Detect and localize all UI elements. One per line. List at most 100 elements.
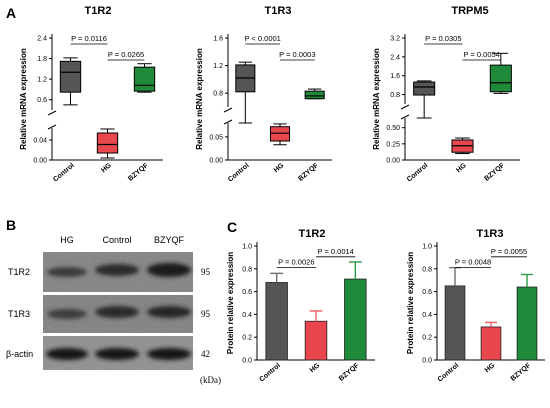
kda-t1r2: 95: [201, 267, 211, 277]
chart-t1r2-protein: T1R2 0.0 0.2 0.4 0.6 0.8 1.0 Protein relative e…: [226, 228, 375, 384]
band-actin-bzyqf: [147, 348, 191, 360]
y-axis-label: Relative mRNA expression: [372, 48, 381, 150]
band-t1r3-control: [95, 306, 139, 318]
x-tick-label: Control: [258, 362, 282, 383]
box-hg: [96, 132, 119, 154]
y-axis-label: Relative mRNA expression: [195, 48, 204, 150]
box-hg: [269, 126, 291, 142]
y-tick-label: 0.50: [386, 125, 400, 132]
y-tick-label: 1.8: [37, 56, 47, 63]
bar-bzyqf: [516, 286, 538, 361]
row-label-actin: β-actin: [6, 349, 33, 359]
chart-t1r3-protein: T1R3 0.0 0.2 0.4 0.6 0.8 1.0 Protein relative e…: [406, 228, 545, 384]
axis-break-mark: [47, 110, 57, 116]
y-tick-label: 1.6: [390, 73, 400, 80]
lane-label-bzyqf: BZYQF: [154, 235, 185, 245]
kda-t1r3: 95: [201, 309, 211, 319]
chart-title: TRPM5: [451, 5, 488, 17]
axis-break-mark: [400, 104, 410, 110]
kda-unit: (kDa): [200, 375, 221, 385]
chart-trpm5-mrna: TRPM5 3.2 2.4 1.6 0.8 0.50 0.25 0.00 Relative mR…: [372, 5, 520, 184]
p-value-label: P = 0.0048: [455, 258, 491, 267]
p-value-label: P = 0.0305: [425, 34, 461, 43]
chart-t1r2-mrna: T1R2 2.4 1.8 1.2 0.6 0.04 0.00 Relative mRNA ex…: [19, 5, 163, 184]
lane-label-hg: HG: [60, 235, 74, 245]
y-tick-label: 0.00: [33, 158, 47, 165]
y-tick-label: 1.2: [213, 63, 223, 70]
y-tick-label: 0.2: [242, 335, 252, 342]
y-tick-label: 0.00: [386, 158, 400, 165]
y-tick-label: 0.2: [422, 335, 432, 342]
y-tick-label: 0.8: [242, 266, 252, 273]
box-control: [413, 81, 436, 96]
p-value-label: P = 0.0054: [463, 50, 499, 59]
y-tick-label: 0.8: [390, 92, 400, 99]
y-tick-label: 0.25: [386, 141, 400, 148]
bar-bzyqf: [344, 278, 367, 361]
chart-title: T1R2: [85, 5, 112, 17]
p-value-label: P = 0.0014: [317, 247, 353, 256]
x-tick-label: BZYQF: [127, 162, 150, 183]
box-bzyqf: [304, 90, 325, 100]
box-control: [59, 60, 82, 93]
y-tick-label: 2.4: [37, 36, 47, 43]
bar-hg: [480, 326, 502, 361]
y-tick-label: 0.4: [242, 312, 252, 319]
p-value-label: P = 0.0055: [491, 247, 527, 256]
y-tick-label: 0.8: [422, 266, 432, 273]
y-tick-label: 0.0: [422, 358, 432, 365]
p-value-label: P = 0.0003: [279, 50, 315, 59]
y-axis-label: Protein relative expression: [406, 252, 415, 354]
kda-actin: 42: [201, 349, 210, 359]
x-tick-label: Control: [227, 162, 251, 183]
x-tick-label: HG: [455, 162, 468, 174]
y-tick-label: 0.6: [422, 289, 432, 296]
panel-letter-c: C: [227, 219, 237, 235]
chart-title: T1R2: [299, 228, 326, 240]
x-tick-label: HG: [100, 162, 113, 174]
x-tick-label: HG: [273, 162, 286, 174]
y-tick-label: 2.4: [390, 54, 400, 61]
axis-break-mark: [223, 119, 233, 125]
y-tick-label: 1.0: [422, 244, 432, 251]
y-tick-label: 0.04: [33, 138, 47, 145]
axis-break-mark: [400, 114, 410, 120]
y-tick-label: 0.8: [213, 91, 223, 98]
chart-title: T1R3: [477, 228, 504, 240]
band-actin-hg: [46, 348, 88, 360]
y-tick-label: 1.0: [242, 244, 252, 251]
box-bzyqf: [133, 66, 156, 92]
band-actin-control: [95, 348, 139, 360]
panel-letter-a: A: [6, 5, 16, 21]
chart-title: T1R3: [265, 5, 292, 17]
y-tick-label: 0.00: [209, 158, 223, 165]
y-tick-label: 1.6: [213, 36, 223, 43]
x-tick-label: HG: [484, 362, 497, 374]
x-tick-label: HG: [309, 362, 322, 374]
x-tick-label: BZYQF: [483, 162, 506, 183]
x-tick-label: BZYQF: [297, 162, 320, 183]
y-tick-label: 1.2: [37, 77, 47, 84]
p-value-label: P < 0.0001: [244, 34, 280, 43]
p-value-label: P = 0.0265: [108, 50, 144, 59]
row-label-t1r2: T1R2: [8, 267, 30, 277]
panel-letter-b: B: [6, 217, 16, 233]
x-tick-label: Control: [52, 162, 76, 183]
x-tick-label: Control: [406, 162, 430, 183]
lane-label-control: Control: [102, 235, 131, 245]
band-t1r3-hg: [47, 309, 87, 319]
band-t1r2-control: [95, 264, 139, 276]
y-tick-label: 3.2: [390, 36, 400, 43]
box-bzyqf: [489, 64, 512, 93]
y-tick-label: 0.6: [37, 97, 47, 104]
y-tick-label: 0.05: [209, 134, 223, 141]
band-t1r2-bzyqf: [147, 263, 191, 277]
p-value-label: P = 0.0026: [278, 258, 314, 267]
axis-break-mark: [223, 107, 233, 113]
band-t1r2-hg: [47, 267, 87, 277]
bar-hg: [304, 320, 328, 361]
band-t1r3-bzyqf: [147, 306, 191, 318]
axis-break-mark: [47, 124, 57, 130]
y-tick-label: 0.6: [242, 289, 252, 296]
